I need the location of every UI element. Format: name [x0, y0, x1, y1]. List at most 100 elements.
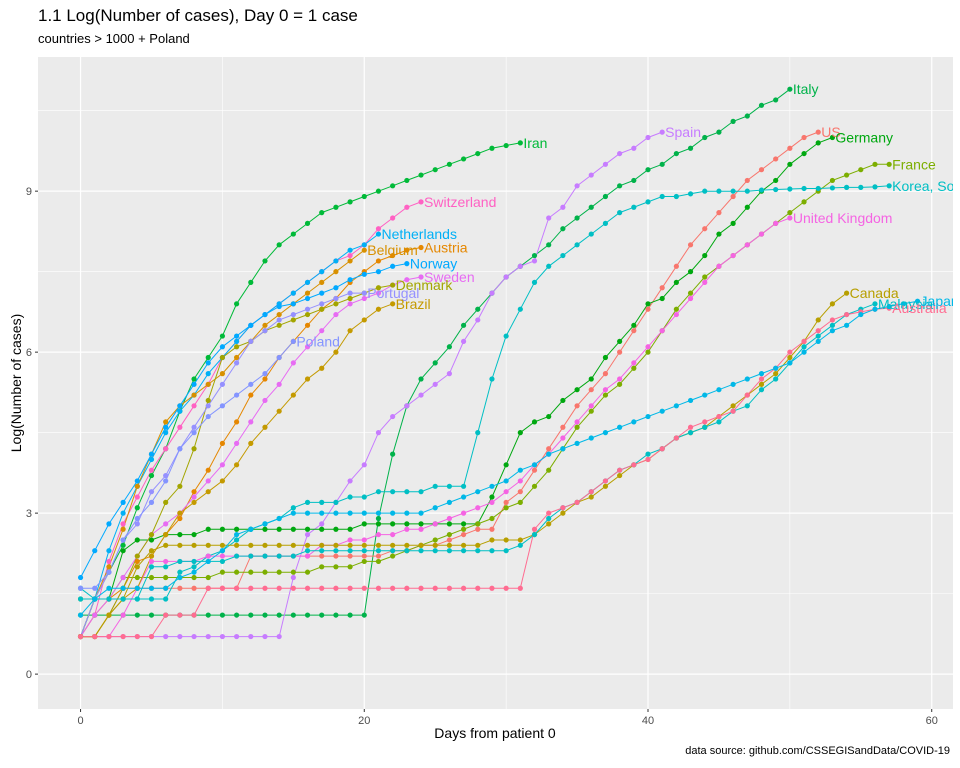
data-point-france	[290, 569, 296, 575]
data-point-malaysia	[290, 553, 296, 559]
data-point-france	[432, 537, 438, 543]
data-point-iran	[432, 167, 438, 173]
data-point-korea-south	[815, 185, 821, 192]
data-point-us	[744, 177, 750, 184]
data-point-sweden	[205, 478, 211, 484]
data-point-italy	[531, 252, 538, 259]
data-point-australia	[588, 489, 594, 495]
data-point-netherlands	[177, 408, 183, 414]
data-point-malaysia	[503, 548, 509, 554]
data-point-us	[361, 553, 367, 559]
data-point-canada	[106, 612, 112, 618]
data-point-canada	[460, 542, 467, 548]
data-point-portugal	[219, 381, 226, 387]
data-point-spain	[460, 338, 467, 345]
data-point-portugal	[347, 290, 353, 296]
data-point-us	[673, 263, 679, 269]
data-point-germany	[219, 526, 226, 532]
data-point-portugal	[361, 290, 367, 296]
data-point-australia	[134, 633, 140, 640]
data-point-iran	[347, 199, 353, 205]
data-point-germany	[361, 521, 367, 527]
data-point-japan	[120, 585, 126, 591]
data-point-united-kingdom	[773, 220, 779, 226]
data-point-spain	[517, 263, 523, 269]
data-point-united-kingdom	[631, 360, 637, 366]
data-point-australia	[546, 510, 552, 516]
data-point-united-kingdom	[219, 553, 226, 559]
data-point-us	[687, 242, 694, 248]
data-point-poland	[205, 413, 211, 420]
data-point-poland	[120, 537, 126, 543]
data-point-australia	[418, 585, 424, 591]
data-point-portugal	[290, 311, 296, 318]
data-point-korea-south	[163, 596, 169, 602]
data-point-brazil	[177, 510, 183, 516]
data-point-us	[758, 167, 765, 173]
data-point-malaysia	[248, 553, 254, 559]
data-point-poland	[248, 381, 254, 387]
data-point-switzerland	[106, 558, 112, 565]
data-point-japan	[446, 499, 452, 505]
data-point-korea-south	[460, 483, 467, 489]
data-point-portugal	[134, 521, 140, 527]
data-point-korea-south	[574, 242, 580, 248]
data-point-united-kingdom	[390, 531, 396, 538]
data-point-denmark	[205, 397, 211, 404]
data-point-iran	[248, 279, 254, 285]
data-point-australia	[560, 505, 566, 511]
data-point-spain	[347, 478, 353, 484]
data-point-spain	[276, 633, 282, 640]
data-point-australia	[290, 585, 296, 591]
data-point-united-kingdom	[347, 537, 353, 543]
data-point-canada	[815, 317, 821, 323]
data-point-canada	[276, 542, 282, 548]
data-point-germany	[290, 526, 296, 532]
data-point-korea-south	[177, 569, 183, 575]
data-point-italy	[602, 193, 609, 200]
data-point-italy	[787, 86, 793, 92]
data-point-malaysia	[758, 387, 765, 393]
data-point-us	[659, 285, 665, 291]
data-point-united-kingdom	[730, 252, 736, 259]
data-point-italy	[333, 612, 339, 618]
data-point-japan	[361, 510, 367, 516]
data-point-japan	[588, 435, 594, 441]
data-point-japan	[177, 574, 183, 581]
data-point-australia	[744, 392, 750, 398]
data-point-us	[191, 585, 197, 591]
data-point-united-kingdom	[744, 242, 750, 248]
data-point-italy	[446, 344, 452, 350]
data-point-korea-south	[560, 252, 566, 259]
data-point-korea-south	[773, 186, 779, 193]
data-point-korea-south	[659, 193, 665, 200]
data-point-canada	[375, 542, 382, 548]
data-point-japan	[148, 585, 155, 591]
data-point-korea-south	[886, 183, 892, 189]
data-point-spain	[191, 633, 197, 640]
data-point-australia	[602, 478, 609, 484]
data-point-italy	[361, 612, 367, 618]
data-point-sweden	[219, 462, 226, 468]
data-point-poland	[177, 446, 183, 452]
data-point-iran	[375, 188, 382, 194]
data-point-canada	[205, 542, 211, 548]
data-point-japan	[758, 371, 765, 377]
series-label-netherlands: Netherlands	[381, 226, 457, 242]
data-point-denmark	[191, 446, 197, 452]
data-point-iran	[134, 505, 140, 511]
data-point-korea-south	[390, 489, 396, 495]
data-point-norway	[205, 360, 211, 366]
data-point-japan	[773, 365, 779, 371]
data-point-korea-south	[319, 499, 325, 505]
data-point-malaysia	[531, 531, 538, 538]
data-point-switzerland	[404, 204, 410, 210]
data-point-malaysia	[375, 548, 382, 554]
data-point-austria	[418, 244, 424, 251]
data-point-france	[631, 365, 637, 371]
data-point-sweden	[191, 494, 197, 500]
data-point-norway	[191, 381, 197, 387]
data-point-malaysia	[163, 564, 169, 570]
data-point-germany	[177, 531, 183, 538]
